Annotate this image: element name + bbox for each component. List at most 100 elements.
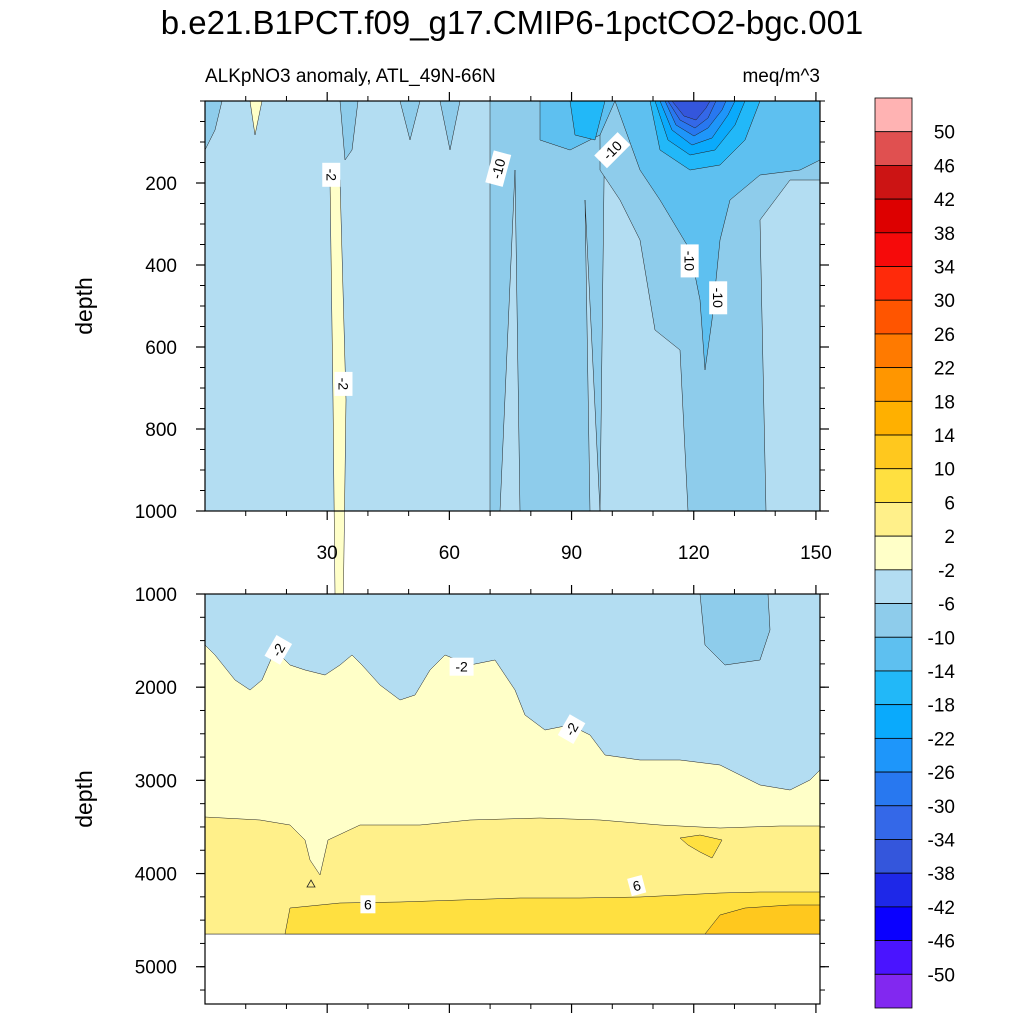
lower-contour-field bbox=[204, 593, 821, 1005]
colorbar-label: -30 bbox=[928, 797, 955, 818]
colorbar-swatch bbox=[874, 839, 913, 874]
upper-xtick-label: 90 bbox=[561, 543, 582, 564]
colorbar-swatch bbox=[874, 704, 913, 739]
svg-text:-10: -10 bbox=[710, 288, 726, 308]
colorbar-swatch bbox=[874, 603, 913, 638]
colorbar-swatch bbox=[874, 97, 913, 133]
colorbar-swatch bbox=[874, 266, 913, 301]
colorbar-label: -34 bbox=[928, 830, 956, 851]
colorbar-swatch bbox=[874, 670, 913, 706]
units-label: meq/m^3 bbox=[742, 66, 820, 87]
colorbar-label: -38 bbox=[928, 864, 955, 885]
colorbar-swatch bbox=[874, 906, 913, 941]
colorbar-swatch bbox=[874, 198, 913, 234]
upper-contour-label: -2 bbox=[334, 371, 353, 396]
colorbar-swatch bbox=[874, 232, 913, 267]
colorbar-label: 30 bbox=[934, 291, 955, 312]
lower-contour-label: -2 bbox=[449, 657, 474, 676]
colorbar-label: 26 bbox=[934, 325, 955, 346]
subtitle-left: ALKpNO3 anomaly, ATL_49N-66N bbox=[205, 66, 496, 87]
lower-ytick-label: 3000 bbox=[135, 771, 177, 792]
colorbar-label: -26 bbox=[928, 763, 955, 784]
colorbar-swatch bbox=[874, 872, 913, 908]
colorbar-label: -18 bbox=[928, 696, 955, 717]
upper-y-axis: depth 200 400 600 800 1000 bbox=[71, 100, 829, 523]
upper-contour-label: -10 bbox=[680, 244, 699, 278]
colorbar-swatch bbox=[874, 502, 913, 537]
colorbar-swatch bbox=[874, 805, 913, 840]
colorbar: 50 46 42 38 34 30 26 22 18 14 10 6 2 -2 -6 -10 -14 -18 -22… bbox=[874, 97, 956, 1009]
upper-ytick-label: 800 bbox=[145, 420, 177, 441]
lower-ytick-label: 4000 bbox=[135, 865, 177, 886]
upper-xtick-label: 150 bbox=[800, 543, 832, 564]
colorbar-swatch bbox=[874, 636, 913, 672]
colorbar-label: -14 bbox=[928, 662, 956, 683]
upper-ytick-label: 1000 bbox=[135, 502, 177, 523]
colorbar-label: -42 bbox=[928, 898, 955, 919]
upper-contour-label: -10 bbox=[709, 281, 728, 315]
lower-ytick-label: 1000 bbox=[135, 585, 177, 606]
colorbar-label: 42 bbox=[934, 190, 955, 211]
lower-contour-label: 6 bbox=[360, 895, 376, 914]
colorbar-swatch bbox=[874, 940, 913, 975]
colorbar-label: 6 bbox=[944, 493, 955, 514]
colorbar-swatch bbox=[874, 400, 913, 436]
colorbar-label: 22 bbox=[934, 359, 955, 380]
lower-y-axis-title: depth bbox=[71, 770, 97, 828]
colorbar-label: -6 bbox=[938, 595, 955, 616]
upper-ytick-label: 200 bbox=[145, 174, 177, 195]
colorbar-swatch bbox=[874, 535, 913, 571]
upper-x-axis: 30 60 90 120 150 bbox=[245, 92, 832, 564]
upper-xtick-label: 30 bbox=[317, 543, 338, 564]
lower-x-axis bbox=[245, 585, 817, 1013]
colorbar-label: 34 bbox=[934, 258, 956, 279]
svg-text:-2: -2 bbox=[323, 169, 339, 182]
colorbar-swatch bbox=[874, 771, 913, 807]
svg-text:6: 6 bbox=[364, 896, 372, 912]
upper-y-axis-title: depth bbox=[71, 277, 97, 335]
colorbar-label: -50 bbox=[928, 965, 955, 986]
colorbar-label: 10 bbox=[934, 460, 955, 481]
lower-contour-labels: -2 -2 -2 6 6 bbox=[264, 635, 647, 914]
upper-contour-label: -10 bbox=[485, 150, 512, 187]
colorbar-label: 2 bbox=[944, 527, 955, 548]
colorbar-swatch bbox=[874, 434, 913, 470]
colorbar-label: -46 bbox=[928, 932, 955, 953]
colorbar-label: -10 bbox=[928, 628, 955, 649]
lower-contour-label: 6 bbox=[627, 875, 647, 897]
lower-y-axis: depth 1000 2000 3000 4000 5000 bbox=[71, 585, 829, 991]
colorbar-swatch bbox=[874, 737, 913, 773]
upper-contour-labels: -2-2-10-10-10-10 bbox=[322, 132, 728, 396]
colorbar-label: 18 bbox=[934, 392, 955, 413]
colorbar-swatch bbox=[874, 165, 913, 200]
upper-contour-label: -2 bbox=[322, 162, 341, 187]
colorbar-swatch bbox=[874, 468, 913, 503]
colorbar-swatch bbox=[874, 569, 913, 604]
svg-text:-2: -2 bbox=[455, 659, 468, 675]
lower-ytick-label: 5000 bbox=[135, 958, 177, 979]
colorbar-label: 50 bbox=[934, 123, 955, 144]
colorbar-swatch bbox=[874, 333, 913, 369]
upper-xtick-label: 120 bbox=[678, 543, 710, 564]
colorbar-label: 38 bbox=[934, 224, 955, 245]
lower-contour-label: -2 bbox=[264, 635, 293, 665]
colorbar-swatch bbox=[874, 367, 913, 402]
upper-ytick-label: 400 bbox=[145, 256, 177, 277]
colorbar-swatch bbox=[874, 131, 913, 166]
svg-text:6: 6 bbox=[631, 877, 643, 895]
lower-ytick-label: 2000 bbox=[135, 678, 177, 699]
svg-text:-10: -10 bbox=[488, 157, 509, 181]
page-title: b.e21.B1PCT.f09_g17.CMIP6-1pctCO2-bgc.00… bbox=[160, 4, 864, 41]
svg-text:-2: -2 bbox=[335, 378, 351, 391]
colorbar-label: 46 bbox=[934, 156, 955, 177]
colorbar-label: -2 bbox=[938, 561, 955, 582]
colorbar-label: -22 bbox=[928, 729, 955, 750]
colorbar-swatch bbox=[874, 299, 913, 335]
upper-ytick-label: 600 bbox=[145, 338, 177, 359]
svg-text:-10: -10 bbox=[682, 251, 698, 271]
upper-xtick-label: 60 bbox=[439, 543, 460, 564]
lower-contour-label: -2 bbox=[557, 714, 586, 745]
colorbar-swatch bbox=[874, 973, 913, 1009]
colorbar-label: 14 bbox=[934, 426, 956, 447]
